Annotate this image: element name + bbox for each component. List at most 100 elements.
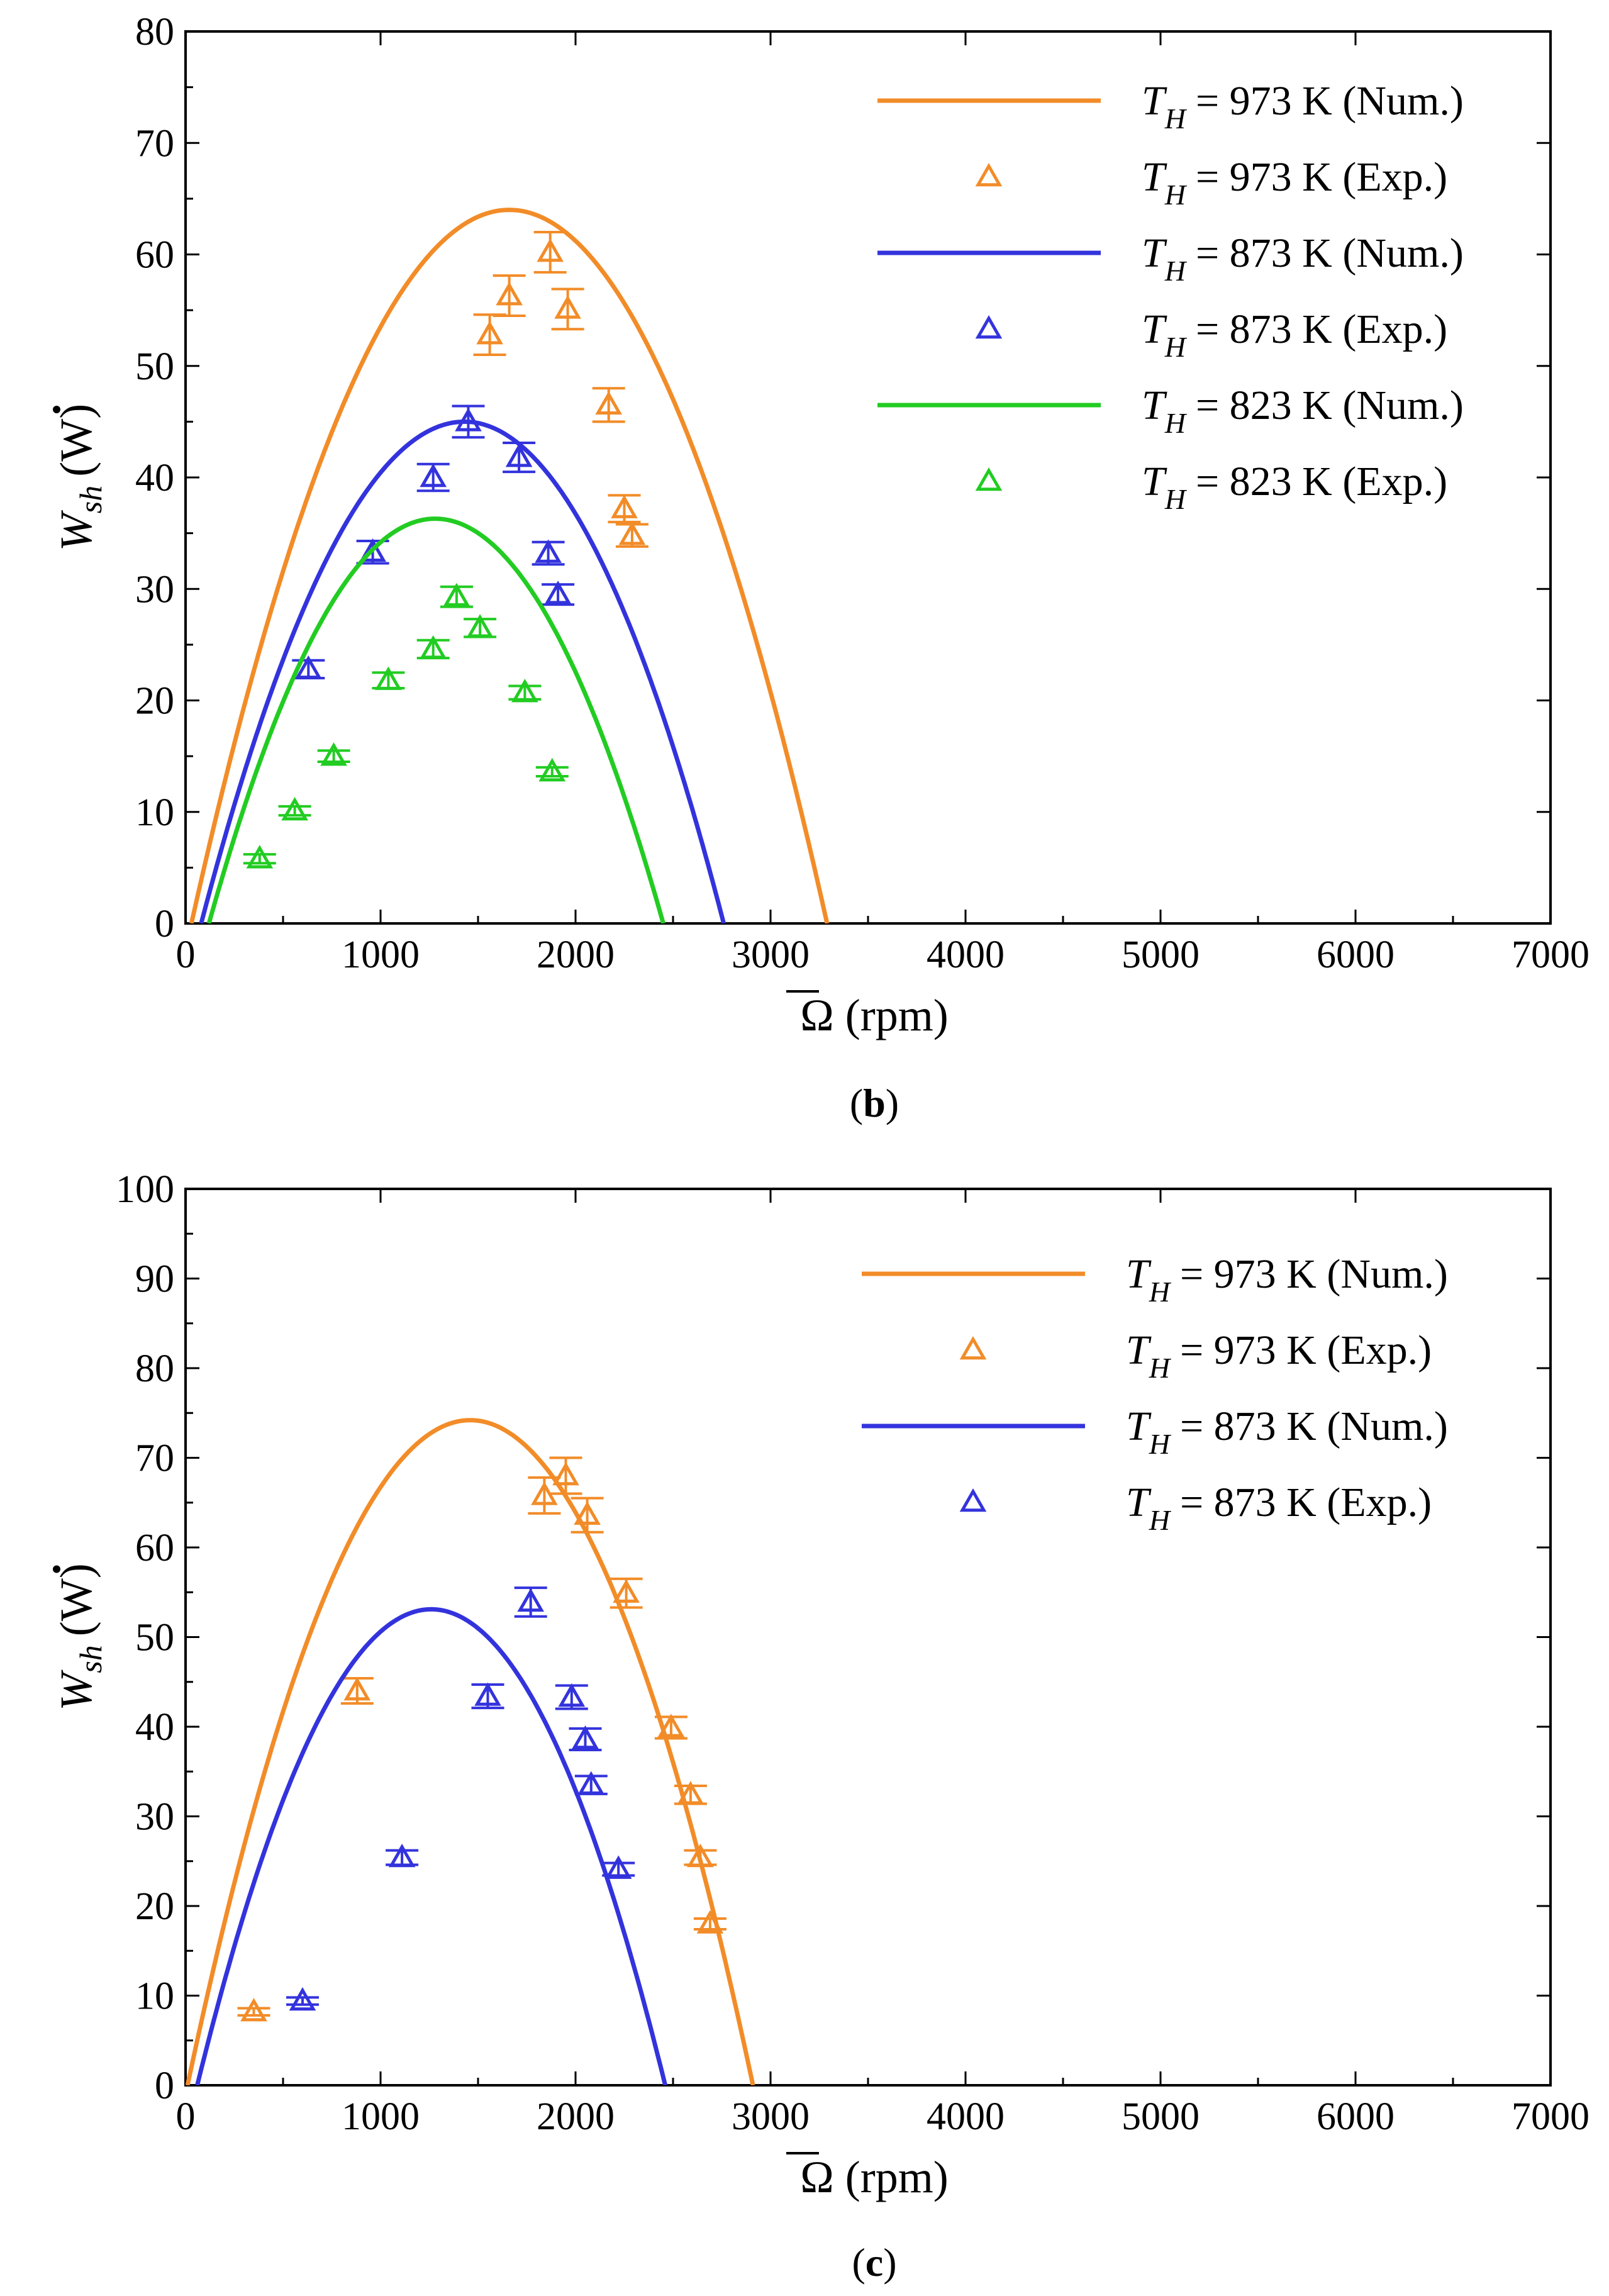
data-point (517, 1588, 545, 1612)
y-axis-subscript: sh (73, 1645, 108, 1673)
panel-label-close: ) (883, 2240, 896, 2285)
legend-label: TH = 823 K (Exp.) (1142, 459, 1447, 515)
y-tick-label: 20 (135, 680, 174, 723)
legend-rest: = 973 K (Exp.) (1180, 1327, 1432, 1373)
series-curve (195, 1607, 667, 2085)
legend-label: TH = 873 K (Num.) (1126, 1403, 1448, 1460)
data-point (443, 582, 470, 606)
y-axis-symbol: W (51, 510, 101, 551)
data-point (537, 238, 564, 262)
legend-subscript: H (1149, 1276, 1172, 1308)
panel-label-letter: c (866, 2240, 883, 2285)
legend-symbol: T (1126, 1480, 1152, 1525)
data-point (554, 295, 581, 319)
y-tick-label: 40 (135, 1706, 174, 1749)
data-point (657, 1714, 685, 1737)
legend-subscript: H (1164, 483, 1188, 515)
x-tick-label: 7000 (1512, 933, 1590, 976)
legend-subscript: H (1149, 1352, 1172, 1384)
y-axis-label: Wsh (W) (51, 1563, 108, 1710)
data-point (696, 1910, 724, 1934)
data-point (687, 1844, 714, 1868)
y-axis-dot (53, 1565, 60, 1573)
y-tick-label: 90 (135, 1258, 174, 1301)
legend-label: TH = 973 K (Num.) (1142, 78, 1464, 135)
legend-subscript: H (1164, 255, 1188, 287)
legend-marker (959, 1335, 987, 1360)
y-tick-label: 60 (135, 234, 174, 277)
panel-label-open: ( (852, 2240, 865, 2285)
legend-rest: = 973 K (Exp.) (1196, 154, 1447, 200)
legend-marker (975, 162, 1003, 187)
data-point (535, 539, 562, 563)
legend-subscript: H (1164, 179, 1188, 211)
y-tick-label: 80 (135, 1347, 174, 1390)
data-point (538, 757, 566, 782)
x-axis-unit: (rpm) (845, 990, 949, 1040)
panel-label-close: ) (886, 1081, 899, 1125)
legend-marker (975, 467, 1003, 491)
data-point (505, 443, 533, 467)
x-tick-label: 4000 (927, 933, 1005, 976)
x-tick-label: 3000 (732, 2095, 810, 2138)
x-axis-label: Ω (rpm) (800, 2152, 948, 2202)
data-point (359, 538, 386, 562)
legend-subscript: H (1164, 103, 1188, 135)
legend-symbol: T (1142, 78, 1167, 124)
plot-frame (184, 1188, 1552, 2087)
y-tick-label: 60 (135, 1527, 174, 1569)
x-tick-label: 0 (176, 2095, 196, 2138)
panel-label-open: ( (850, 1081, 863, 1125)
y-axis-unit: (W) (51, 404, 101, 477)
legend-label: TH = 873 K (Num.) (1142, 230, 1464, 287)
y-tick-label: 10 (135, 1975, 174, 2018)
legend-rest: = 823 K (Num.) (1196, 382, 1464, 428)
x-tick-label: 5000 (1122, 933, 1200, 976)
legend-rest: = 873 K (Num.) (1196, 230, 1464, 276)
data-point (552, 1461, 579, 1486)
y-tick-label: 70 (135, 122, 174, 165)
legend-symbol: T (1142, 154, 1167, 200)
data-point (294, 655, 322, 679)
legend-rest: = 973 K (Num.) (1196, 78, 1464, 124)
data-point (511, 679, 538, 703)
legend-label: TH = 973 K (Exp.) (1126, 1327, 1432, 1384)
legend-symbol: T (1126, 1403, 1152, 1449)
series-curve (199, 419, 726, 923)
data-point (572, 1725, 599, 1749)
y-axis-label: Wsh (W) (51, 404, 108, 551)
y-tick-label: 80 (135, 11, 174, 53)
y-tick-label: 50 (135, 1617, 174, 1659)
chart-panel-b: 0 1000 2000 3000 4000 5000 6000 7000 0 10 20 30 40 50… (51, 11, 1590, 1125)
data-point (240, 1998, 267, 2022)
data-point (496, 282, 523, 306)
legend-symbol: T (1126, 1327, 1152, 1373)
y-axis-unit: (W) (51, 1563, 101, 1636)
data-point (420, 463, 447, 488)
legend-subscript: H (1149, 1504, 1172, 1536)
data-point (604, 1855, 632, 1879)
data-point (611, 494, 638, 518)
legend-symbol: T (1142, 382, 1167, 428)
data-point (420, 635, 447, 659)
y-axis-dot (53, 406, 60, 413)
legend-subscript: H (1149, 1428, 1172, 1460)
y-tick-label: 20 (135, 1885, 174, 1928)
data-point (281, 796, 308, 821)
panel-label-letter: b (863, 1081, 886, 1125)
x-tick-label: 7000 (1512, 2095, 1590, 2138)
chart-panel-c: 0 1000 2000 3000 4000 5000 6000 7000 0 10 20 30 40 50… (51, 1168, 1590, 2285)
panel-label: (c) (852, 2240, 896, 2285)
x-tick-label: 6000 (1317, 2095, 1395, 2138)
x-tick-label: 1000 (342, 2095, 420, 2138)
legend-symbol: T (1142, 306, 1167, 352)
legend-symbol: T (1142, 230, 1167, 276)
legend-label: TH = 973 K (Num.) (1126, 1251, 1448, 1308)
legend-rest: = 873 K (Exp.) (1196, 306, 1447, 352)
data-point (677, 1781, 704, 1805)
legend-label: TH = 973 K (Exp.) (1142, 154, 1447, 211)
data-point (455, 408, 482, 432)
y-tick-label: 30 (135, 1796, 174, 1839)
x-tick-label: 4000 (927, 2095, 1005, 2138)
